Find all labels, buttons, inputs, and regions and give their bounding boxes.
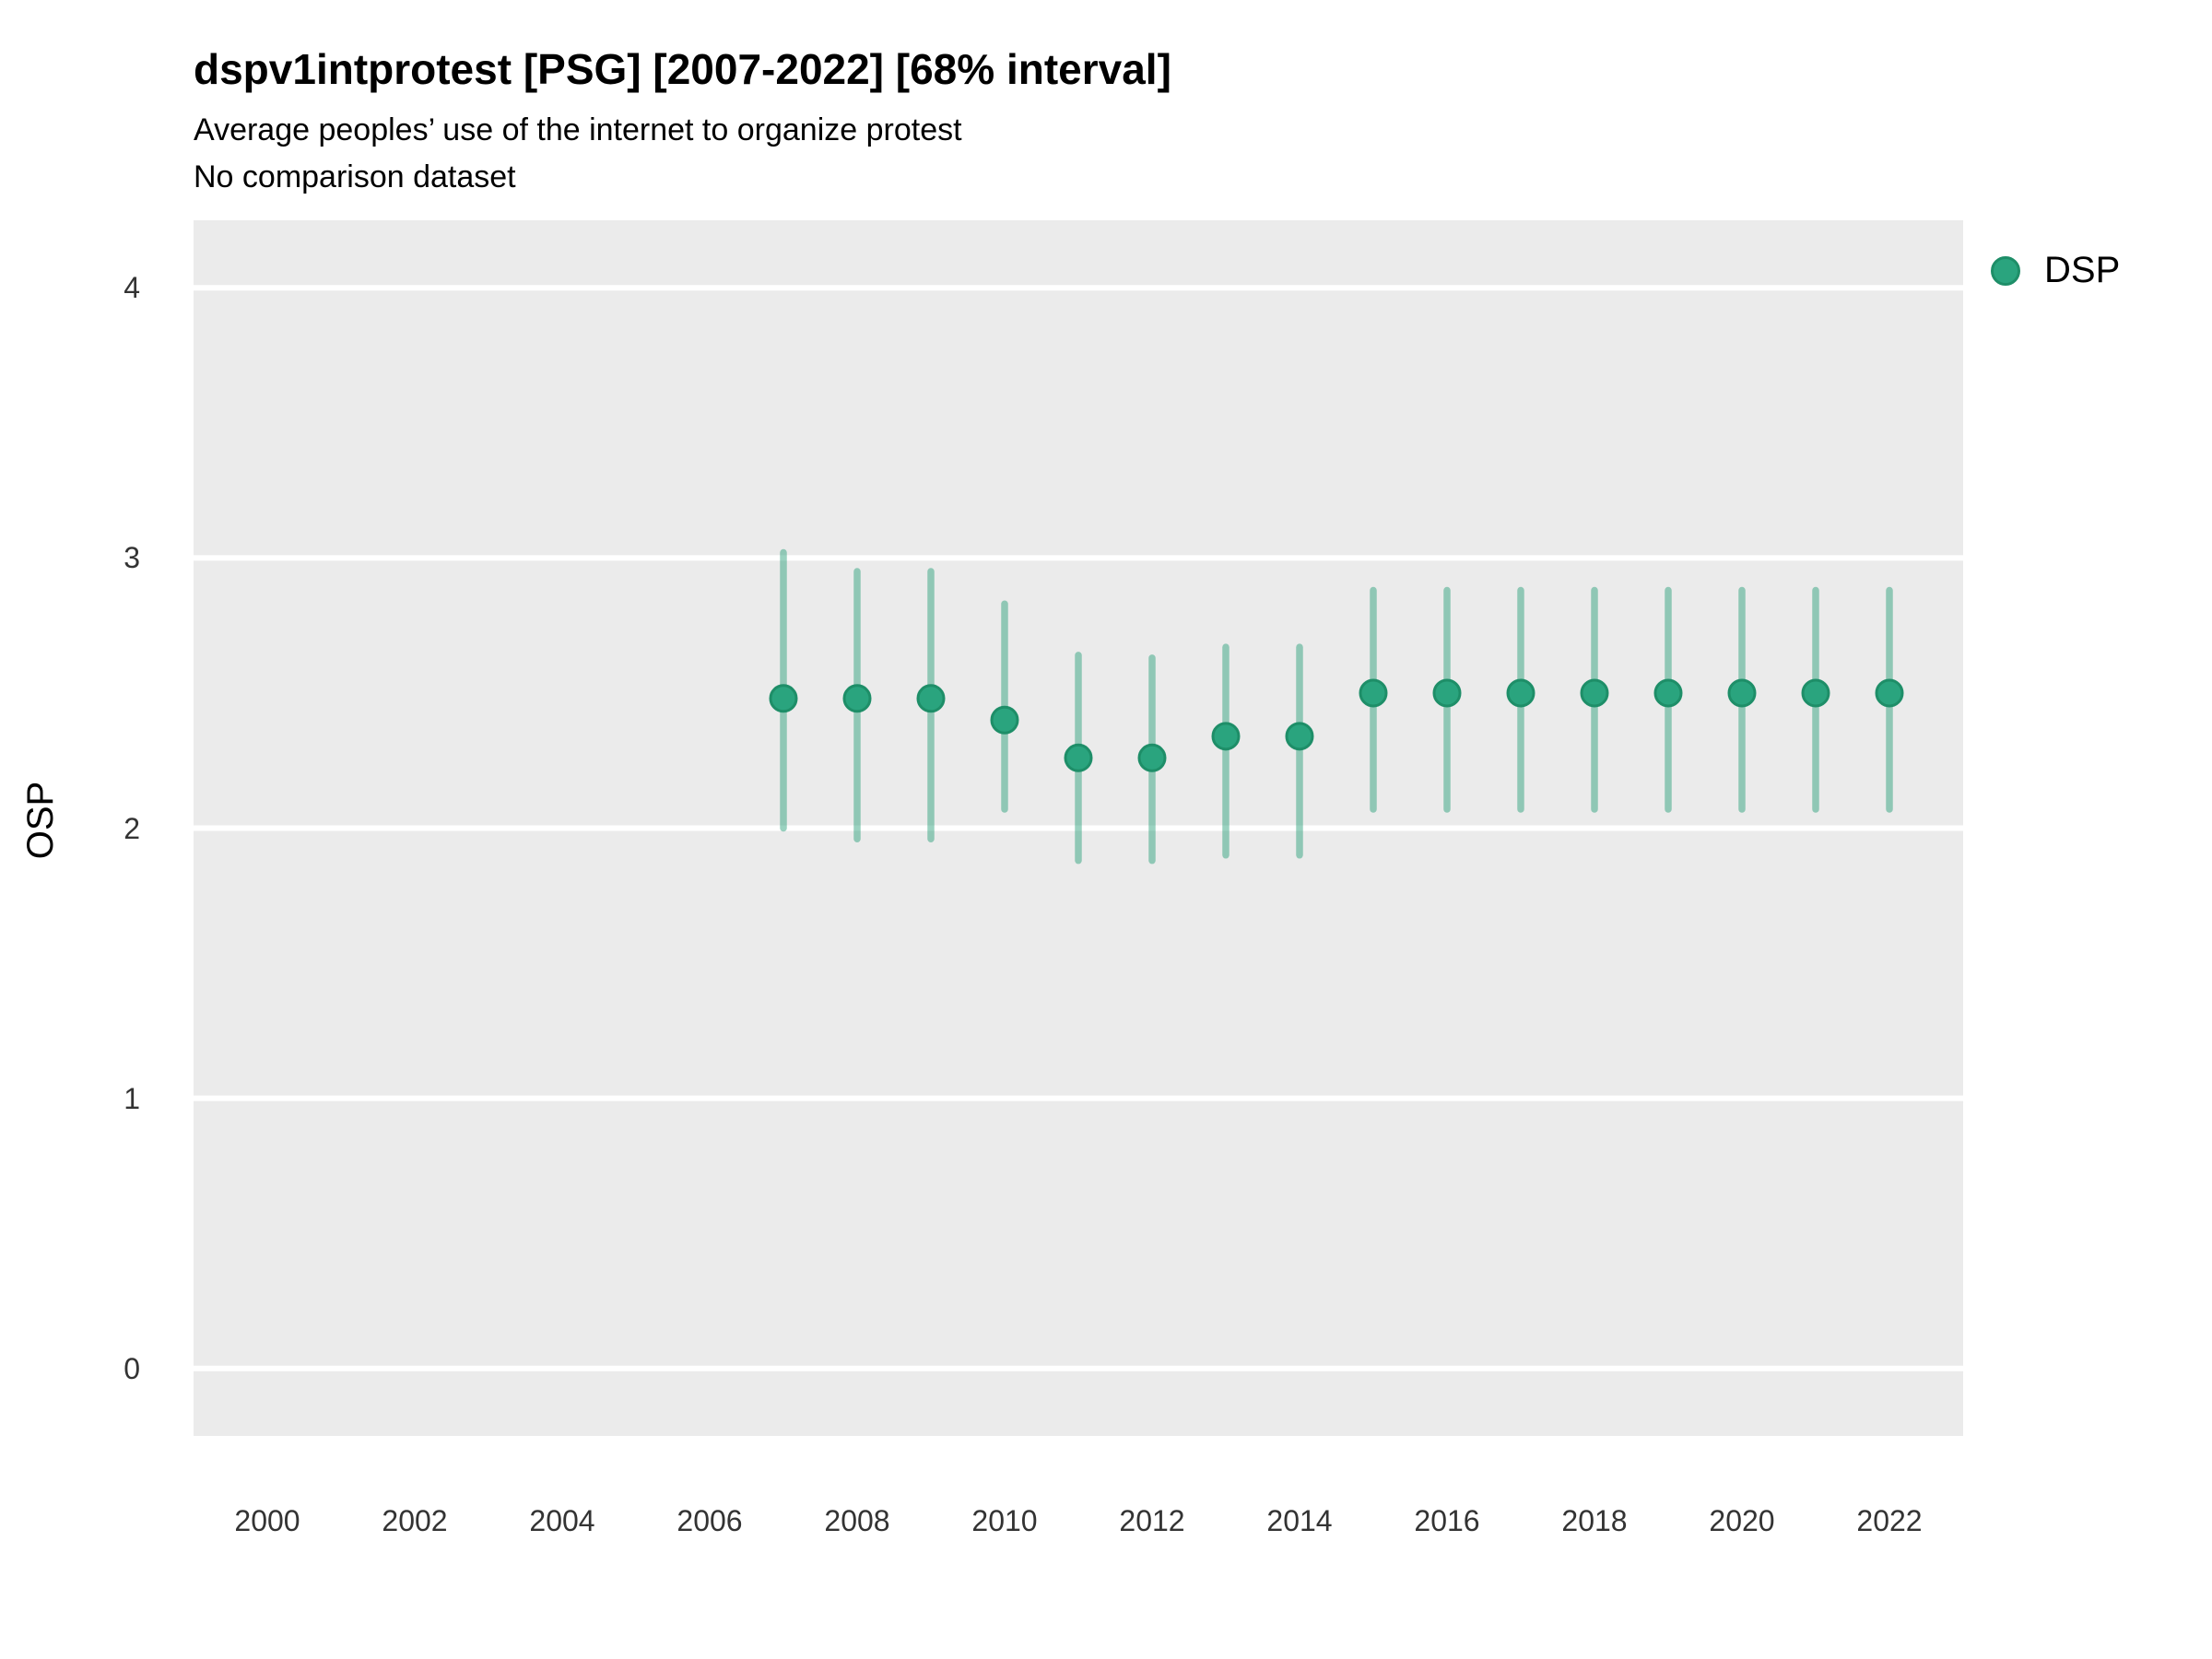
x-tick-label-2018: 2018 — [1561, 1504, 1628, 1537]
x-tick-label-2012: 2012 — [1119, 1504, 1185, 1537]
data-point-2020 — [1727, 678, 1757, 708]
data-point-2022 — [1875, 678, 1904, 708]
data-point-2007 — [769, 684, 798, 713]
x-tick-label-2014: 2014 — [1266, 1504, 1333, 1537]
legend-point-icon — [1991, 255, 2020, 286]
plot-panel — [194, 220, 1963, 1436]
data-point-2011 — [1064, 743, 1093, 772]
x-tick-label-2004: 2004 — [529, 1504, 595, 1537]
data-point-2016 — [1432, 678, 1462, 708]
data-point-2017 — [1506, 678, 1535, 708]
legend-label: DSP — [2044, 250, 2121, 290]
data-point-2019 — [1653, 678, 1683, 708]
plot-area-svg — [194, 285, 1963, 1371]
data-point-2014 — [1285, 722, 1314, 751]
chart-subtitle: Average peoples’ use of the internet to … — [194, 112, 962, 147]
data-point-2008 — [842, 684, 872, 713]
data-point-2021 — [1801, 678, 1830, 708]
data-point-2009 — [916, 684, 946, 713]
data-point-2010 — [990, 705, 1019, 735]
chart-header: dspv1intprotest [PSG] [2007-2022] [68% i… — [194, 44, 1171, 195]
x-axis-tick-labels: 2000 2002 2004 2006 2008 2010 2012 2014 2016 2018… — [194, 1506, 1963, 1543]
y-tick-label-2: 2 — [124, 811, 140, 845]
chart-note: No comparison dataset — [194, 159, 516, 194]
x-tick-label-2006: 2006 — [677, 1504, 743, 1537]
x-tick-label-2022: 2022 — [1856, 1504, 1923, 1537]
x-tick-label-2010: 2010 — [971, 1504, 1038, 1537]
y-tick-label-4: 4 — [124, 271, 140, 305]
x-tick-label-2000: 2000 — [234, 1504, 300, 1537]
x-tick-label-2008: 2008 — [824, 1504, 890, 1537]
y-tick-label-0: 0 — [124, 1351, 140, 1385]
y-tick-label-3: 3 — [124, 541, 140, 575]
data-point-2013 — [1211, 722, 1241, 751]
legend: DSP — [1991, 250, 2120, 291]
x-tick-label-2016: 2016 — [1414, 1504, 1480, 1537]
x-tick-label-2020: 2020 — [1709, 1504, 1775, 1537]
data-point-2012 — [1137, 743, 1167, 772]
chart-title: dspv1intprotest [PSG] [2007-2022] [68% i… — [194, 45, 1171, 93]
y-axis-tick-labels: 0 1 2 3 4 — [0, 220, 140, 1436]
y-tick-label-1: 1 — [124, 1081, 140, 1115]
x-tick-label-2002: 2002 — [382, 1504, 448, 1537]
data-point-2018 — [1580, 678, 1609, 708]
data-point-2015 — [1359, 678, 1388, 708]
